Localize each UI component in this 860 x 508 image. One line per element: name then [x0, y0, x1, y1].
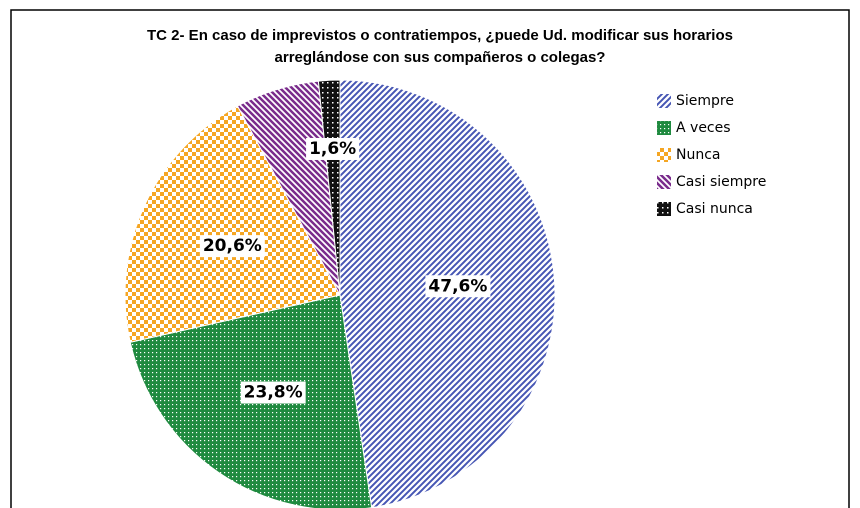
data-label-bg — [425, 275, 491, 298]
legend-swatch — [657, 121, 671, 135]
legend-label: Casi nunca — [676, 201, 753, 217]
data-label: 20,6% — [203, 236, 262, 256]
legend-swatch — [657, 202, 671, 216]
data-label-bg — [240, 381, 306, 404]
pie-slice — [124, 105, 341, 343]
data-label: 47,6% — [428, 276, 487, 296]
legend-swatch — [657, 94, 671, 108]
legend-label: Casi siempre — [676, 174, 766, 190]
data-label: 23,8% — [244, 383, 303, 403]
data-label-bg — [199, 235, 265, 258]
chart-title: TC 2- En caso de imprevistos o contratie… — [147, 27, 733, 44]
data-label: 1,6% — [309, 139, 356, 159]
legend-swatch — [657, 148, 671, 162]
legend-label: Nunca — [676, 147, 721, 163]
pie-slice — [317, 79, 341, 296]
legend-swatch — [657, 175, 671, 189]
data-label-bg — [306, 137, 360, 160]
legend-label: A veces — [676, 120, 731, 136]
legend-label: Siempre — [676, 93, 734, 109]
chart-title: arreglándose con sus compañeros o colega… — [275, 49, 606, 66]
